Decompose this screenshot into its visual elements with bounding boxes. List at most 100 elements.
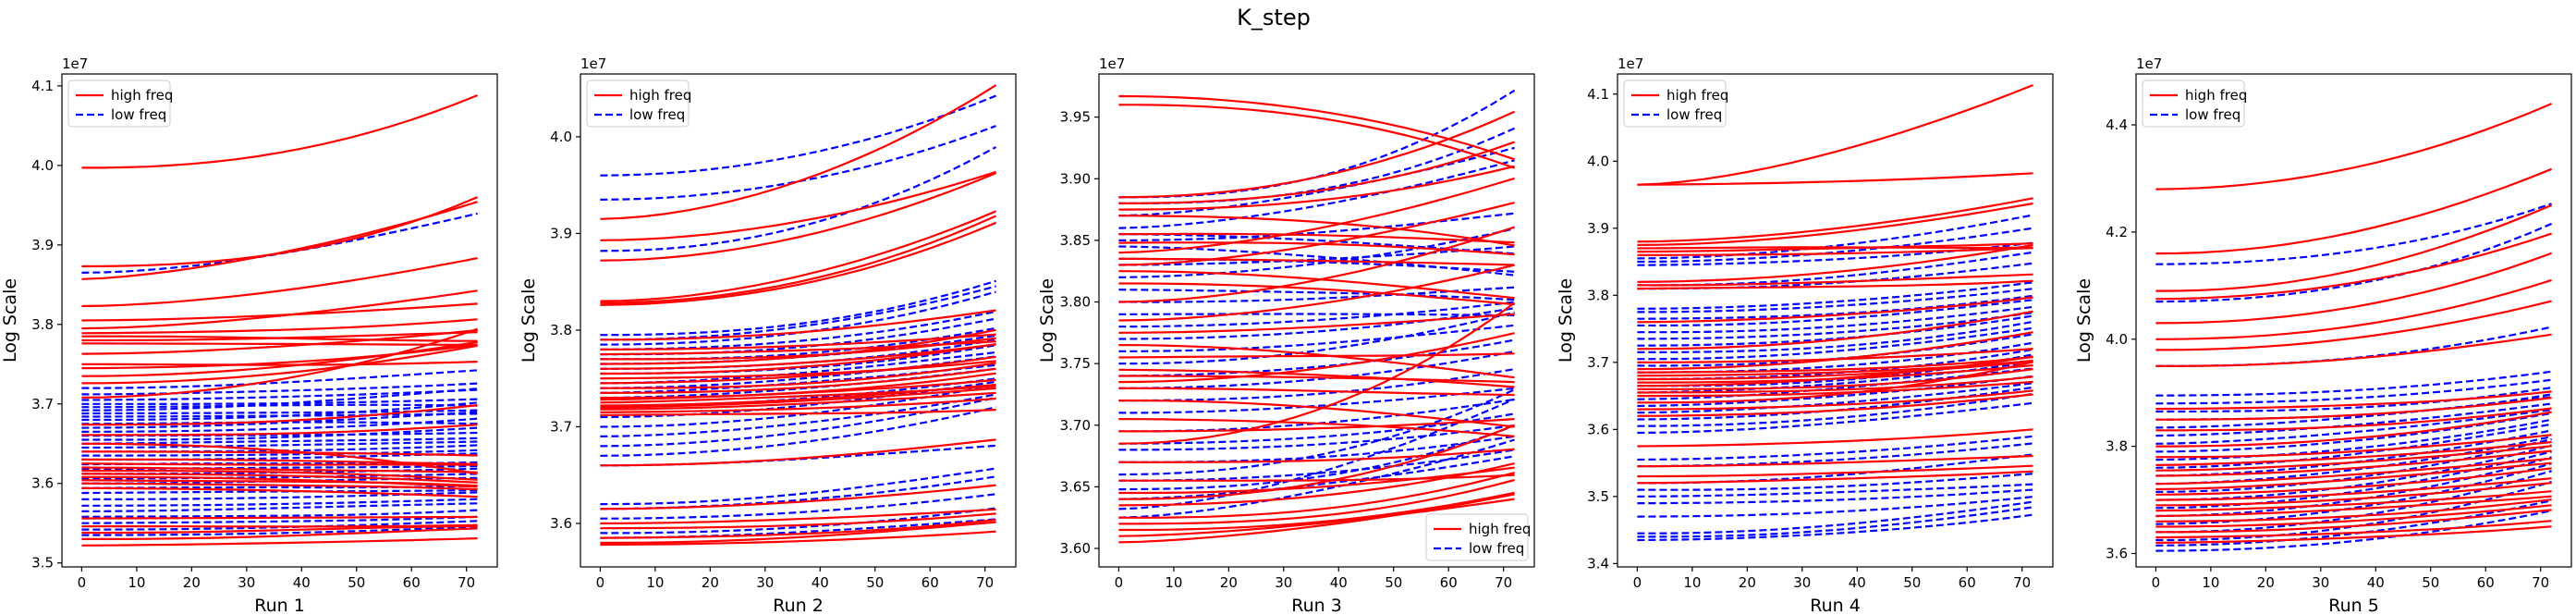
series-line-low-freq	[1118, 159, 1515, 229]
series-line-high-freq	[1637, 243, 2033, 283]
series-line-high-freq	[81, 473, 478, 484]
series-line-high-freq	[2155, 397, 2552, 421]
series-line-high-freq	[1118, 226, 1515, 303]
x-tick-label: 40	[1849, 574, 1866, 591]
x-tick-label: 60	[1959, 574, 1976, 591]
x-tick-label: 20	[1220, 574, 1238, 591]
series-line-high-freq	[600, 512, 996, 530]
x-tick-label: 60	[403, 574, 421, 591]
series-line-high-freq	[600, 438, 996, 467]
series-line-high-freq	[600, 84, 997, 220]
offset-label: 1e7	[2136, 55, 2162, 72]
series-line-high-freq	[2155, 467, 2552, 496]
subplot-run-5: 1e7 Run 5 Log Scale 0 10 20 30 40 50 60 70 3.6 3.…	[2074, 55, 2572, 615]
y-axis-label: Log Scale	[1037, 278, 1057, 363]
series-line-low-freq	[1118, 424, 1515, 491]
series-line-high-freq	[1118, 282, 1515, 306]
x-tick-label: 50	[348, 574, 365, 591]
series-line-high-freq	[1637, 279, 2033, 290]
series-line-high-freq	[600, 337, 996, 361]
legend-label-low-freq: low freq	[111, 106, 166, 123]
series-line-high-freq	[1637, 83, 2034, 186]
x-tick-label: 20	[702, 574, 719, 591]
offset-label: 1e7	[62, 55, 88, 72]
series-lines	[1118, 89, 1516, 544]
y-tick-label: 4.0	[2106, 331, 2128, 348]
y-tick-label: 3.5	[31, 555, 54, 572]
series-line-high-freq	[81, 331, 478, 342]
x-tick-label: 70	[976, 574, 994, 591]
series-line-high-freq	[1118, 491, 1515, 532]
series-line-high-freq	[1637, 310, 2033, 351]
y-axis-label: Log Scale	[2074, 278, 2094, 363]
legend-label-high-freq: high freq	[2185, 87, 2247, 104]
y-tick-label: 3.80	[1060, 294, 1091, 311]
series-line-high-freq	[1118, 104, 1515, 169]
x-tick-label: 10	[128, 574, 145, 591]
series-line-high-freq	[1118, 344, 1515, 379]
series-line-high-freq	[1637, 393, 2033, 417]
y-tick-label: 3.9	[31, 237, 54, 253]
axes-frame	[580, 73, 1017, 568]
series-line-high-freq	[1118, 466, 1515, 495]
series-line-high-freq	[2155, 407, 2552, 432]
x-tick-label: 0	[78, 574, 87, 591]
x-tick-label: 10	[1683, 574, 1701, 591]
series-line-high-freq	[2155, 278, 2552, 340]
series-line-high-freq	[600, 343, 996, 370]
series-line-high-freq	[600, 521, 996, 544]
y-tick-label: 4.4	[2106, 117, 2128, 133]
y-tick-label: 3.6	[31, 475, 54, 492]
series-line-high-freq	[600, 215, 997, 304]
series-line-high-freq	[1118, 462, 1515, 507]
x-tick-label: 0	[1115, 574, 1124, 591]
y-tick-label: 3.8	[2106, 438, 2128, 455]
x-tick-label: 40	[1330, 574, 1348, 591]
series-line-high-freq	[600, 221, 997, 306]
x-tick-label: 60	[1440, 574, 1458, 591]
series-line-high-freq	[1637, 273, 2033, 287]
y-tick-label: 3.6	[550, 515, 572, 532]
x-tick-label: 10	[2202, 574, 2219, 591]
x-tick-label: 20	[183, 574, 201, 591]
x-tick-label: 50	[866, 574, 884, 591]
series-line-high-freq	[81, 404, 478, 426]
series-line-high-freq	[2155, 411, 2552, 448]
series-line-high-freq	[81, 458, 478, 465]
series-line-high-freq	[1118, 232, 1515, 244]
series-line-low-freq	[1118, 146, 1515, 217]
series-line-high-freq	[1637, 428, 2033, 448]
series-line-high-freq	[1118, 400, 1515, 428]
subplot-run-1: 1e7 Run 1 Log Scale 0 10 20 30 40 50 60 70 3.5 3.…	[0, 55, 498, 615]
x-tick-label: 50	[1903, 574, 1921, 591]
series-line-high-freq	[81, 469, 478, 481]
series-line-high-freq	[81, 424, 478, 437]
series-line-high-freq	[81, 482, 478, 491]
series-line-high-freq	[1118, 301, 1516, 445]
x-tick-label: 10	[646, 574, 664, 591]
series-line-high-freq	[2155, 300, 2552, 351]
series-lines	[2155, 103, 2553, 552]
y-tick-label: 3.7	[1587, 354, 1609, 371]
series-line-high-freq	[81, 257, 478, 308]
series-line-high-freq	[1118, 498, 1515, 537]
x-tick-label: 70	[458, 574, 475, 591]
offset-label: 1e7	[580, 55, 606, 72]
series-line-high-freq	[2155, 461, 2552, 491]
x-tick-label: 50	[1385, 574, 1402, 591]
series-line-high-freq	[1118, 264, 1515, 322]
y-tick-label: 3.7	[31, 396, 54, 412]
x-tick-label: 30	[2312, 574, 2329, 591]
y-tick-label: 3.85	[1060, 232, 1091, 249]
series-line-high-freq	[2155, 509, 2552, 534]
series-line-low-freq	[2155, 222, 2553, 303]
series-lines	[81, 93, 479, 547]
series-line-high-freq	[2155, 440, 2552, 466]
series-line-high-freq	[1637, 296, 2033, 324]
series-line-high-freq	[600, 391, 996, 411]
x-tick-label: 60	[922, 574, 939, 591]
series-line-high-freq	[81, 486, 478, 498]
series-line-high-freq	[1118, 418, 1515, 433]
series-line-low-freq	[600, 125, 996, 201]
series-line-high-freq	[1637, 380, 2033, 398]
